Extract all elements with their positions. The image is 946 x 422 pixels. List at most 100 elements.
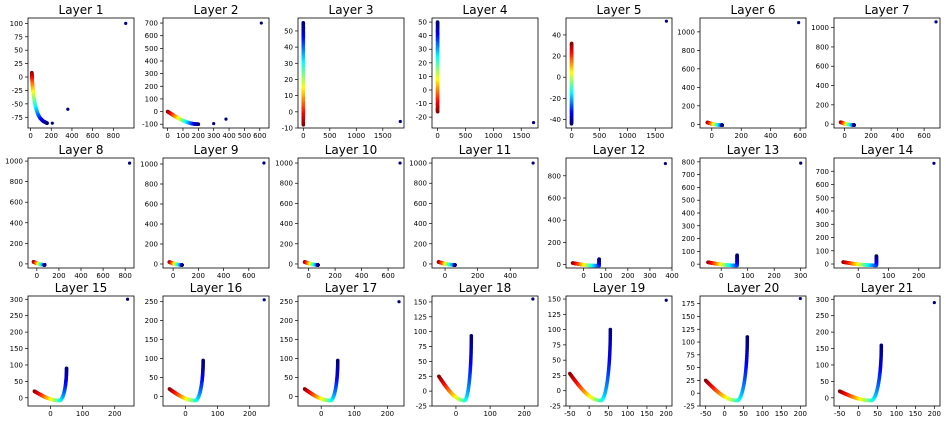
y-tick-label: 75 <box>686 351 695 359</box>
y-tick-label: 800 <box>145 181 158 189</box>
y-tick-label: 1000 <box>677 28 695 36</box>
outlier-point <box>664 162 667 165</box>
panel-layer-5: Layer 50 500 1000 1500-40-2002040 <box>550 3 672 140</box>
axes-frame <box>298 158 404 268</box>
y-tick-label: -20 <box>416 114 427 122</box>
y-tick-label: 25 <box>686 377 695 385</box>
scatter-point <box>453 263 457 267</box>
x-tick-label: 200 <box>192 132 205 140</box>
y-tick-label: 600 <box>145 32 158 40</box>
x-tick-label: 100 <box>890 410 903 418</box>
outlier-point <box>224 118 227 121</box>
panel-title: Layer 19 <box>593 281 646 295</box>
y-tick-label: 50 <box>149 374 158 382</box>
y-tick-label: 250 <box>10 312 23 320</box>
x-tick-label: 0 <box>48 410 52 418</box>
y-tick-label: 800 <box>10 178 23 186</box>
scatter-point <box>720 123 724 127</box>
x-tick-label: 200 <box>928 410 941 418</box>
panel-title: Layer 1 <box>59 3 104 17</box>
panel-title: Layer 16 <box>190 281 243 295</box>
y-tick-label: 600 <box>414 200 427 208</box>
panel-layer-9: Layer 90 200 400 60002004006008001000 <box>140 143 269 280</box>
x-tick-label: 300 <box>643 272 656 280</box>
x-tick-label: 500 <box>459 132 472 140</box>
y-tick-label: 125 <box>682 326 695 334</box>
y-tick-label: 250 <box>280 298 293 306</box>
y-tick-label: 1000 <box>275 160 293 168</box>
y-tick-label: 100 <box>682 248 695 256</box>
y-tick-label: -25 <box>416 403 427 411</box>
x-tick-label: 0 <box>443 272 447 280</box>
x-tick-label: 50 <box>604 410 613 418</box>
scatter-point <box>45 121 49 125</box>
outlier-point <box>799 297 802 300</box>
x-tick-label: 200 <box>768 272 781 280</box>
y-tick-label: 100 <box>682 339 695 347</box>
axes-frame <box>28 296 134 406</box>
panel-layer-8: Layer 80 200 400 600 80002004006008001000 <box>5 143 134 280</box>
axes-frame <box>566 18 672 128</box>
panel-title: Layer 15 <box>55 281 108 295</box>
y-tick-label: 300 <box>682 222 695 230</box>
x-tick-label: 0 <box>710 132 714 140</box>
x-tick-label: 0 <box>35 272 39 280</box>
y-tick-label: -25 <box>550 403 561 411</box>
y-tick-label: 400 <box>10 219 23 227</box>
y-tick-label: -10 <box>416 100 427 108</box>
outlier-point <box>66 108 69 111</box>
x-tick-label: 400 <box>891 132 904 140</box>
x-tick-label: 200 <box>621 272 634 280</box>
axes-frame <box>298 18 404 128</box>
y-tick-label: -25 <box>12 87 23 95</box>
y-tick-label: 400 <box>145 221 158 229</box>
x-tick-label: 50 <box>739 410 748 418</box>
x-tick-label: 1000 <box>347 132 365 140</box>
y-tick-label: 100 <box>145 355 158 363</box>
scatter-point <box>470 334 474 338</box>
axes-frame <box>700 18 806 128</box>
y-tick-label: 0 <box>19 394 23 402</box>
outlier-point <box>397 300 400 303</box>
outlier-point <box>128 162 131 165</box>
y-tick-label: -75 <box>12 114 23 122</box>
y-tick-label: 30 <box>418 46 427 54</box>
panel-title: Layer 20 <box>727 281 780 295</box>
panel-layer-7: Layer 70 200 400 60002004006008001000 <box>811 3 940 140</box>
y-tick-label: 50 <box>418 19 427 27</box>
y-tick-label: 800 <box>414 180 427 188</box>
axes-frame <box>700 158 806 268</box>
y-tick-label: 600 <box>816 63 829 71</box>
y-tick-label: 300 <box>10 296 23 304</box>
y-tick-label: 0 <box>423 388 427 396</box>
y-tick-label: 700 <box>145 20 158 28</box>
outlier-point <box>797 21 800 24</box>
x-tick-label: 500 <box>238 132 251 140</box>
y-tick-label: 30 <box>284 60 293 68</box>
panel-layer-3: Layer 3 0 500 1000 1500 -10 0 10 20 30 40 50 <box>282 3 404 140</box>
panel-layer-21: Layer 21-50 0 50 100 150 20005010015020025030… <box>816 281 941 418</box>
x-tick-label: 100 <box>176 132 189 140</box>
axes-frame <box>163 158 269 268</box>
axes-frame <box>834 18 940 128</box>
panel-title: Layer 4 <box>463 3 508 17</box>
x-tick-label: 0 <box>581 272 585 280</box>
x-tick-label: 200 <box>328 272 341 280</box>
y-tick-label: 20 <box>418 59 427 67</box>
x-tick-label: 1500 <box>374 132 392 140</box>
panel-title: Layer 18 <box>459 281 512 295</box>
x-tick-label: 100 <box>621 410 634 418</box>
x-tick-label: 0 <box>165 132 169 140</box>
outlier-point <box>124 22 127 25</box>
x-tick-label: 1500 <box>512 132 530 140</box>
scatter-point <box>880 343 884 347</box>
y-tick-label: 400 <box>816 208 829 216</box>
y-tick-label: 400 <box>816 82 829 90</box>
y-tick-label: 10 <box>284 92 293 100</box>
y-tick-label: 200 <box>816 329 829 337</box>
y-tick-label: 100 <box>280 355 293 363</box>
panel-layer-15: Layer 150 100 200050100150200250300 <box>10 281 134 418</box>
x-tick-label: 100 <box>599 272 612 280</box>
x-tick-label: -50 <box>564 410 575 418</box>
panel-title: Layer 12 <box>593 143 646 157</box>
